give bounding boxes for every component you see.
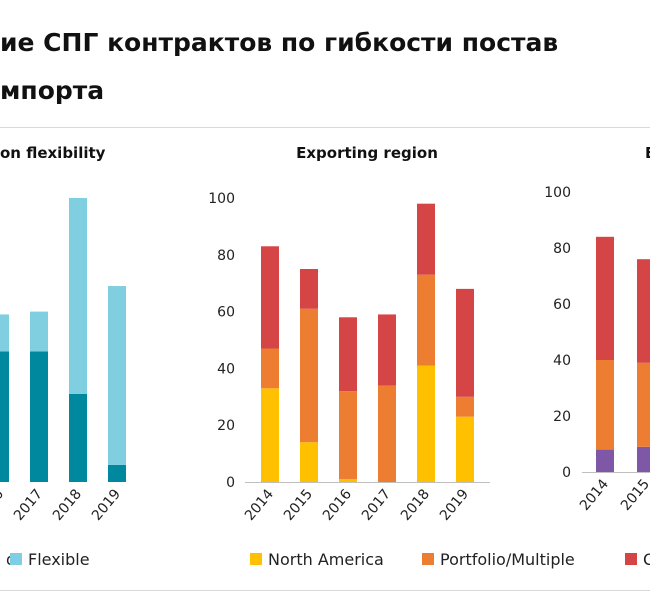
bar-segment [261, 246, 279, 349]
legend-swatch [625, 553, 637, 565]
x-tick-label: 16 [0, 486, 7, 510]
y-tick-label: 80 [217, 248, 235, 264]
panel-contract-flexibility: on flexibility16201720182019dFlexible [0, 144, 126, 569]
bar-segment [300, 308, 318, 443]
y-tick-label: 20 [217, 418, 235, 434]
bar-segment [69, 198, 87, 394]
title-block: ие СПГ контрактов по гибкости постав мпо… [0, 0, 650, 130]
bar-segment [300, 269, 318, 309]
x-tick-label: 2018 [398, 486, 433, 524]
bar-segment [339, 317, 357, 392]
x-tick-label: 2017 [11, 486, 46, 524]
bar-segment [378, 314, 396, 386]
legend-swatch [10, 553, 22, 565]
x-tick-label: 2015 [618, 476, 650, 514]
y-tick-label: 0 [226, 475, 235, 491]
legend-swatch [250, 553, 262, 565]
y-tick-label: 60 [217, 305, 235, 321]
bar-segment [417, 365, 435, 482]
panel-title: Exporting region [296, 144, 438, 162]
y-tick-label: 60 [553, 297, 571, 313]
y-tick-label: 100 [208, 191, 235, 207]
bar-segment [637, 259, 650, 363]
y-tick-label: 80 [553, 241, 571, 257]
page-title-line-1: ие СПГ контрактов по гибкости постав [0, 28, 559, 57]
bar-segment [596, 236, 614, 360]
bar-segment [417, 274, 435, 366]
bar-segment [456, 416, 474, 482]
bar-segment [30, 311, 48, 352]
y-tick-label: 100 [544, 185, 571, 201]
x-tick-label: 2014 [242, 486, 277, 524]
x-tick-label: 2015 [281, 486, 316, 524]
panel-title: on flexibility [0, 144, 106, 162]
bar-segment [261, 388, 279, 482]
x-tick-label: 2019 [89, 486, 124, 524]
bar-segment [30, 351, 48, 482]
legend-label: Portfolio/Multiple [440, 550, 575, 569]
y-tick-label: 20 [553, 409, 571, 425]
bar-segment [378, 385, 396, 482]
bar-segment [69, 393, 87, 482]
y-tick-label: 40 [217, 361, 235, 377]
legend-label: Flexible [28, 550, 90, 569]
charts-area: on flexibility16201720182019dFlexible Ex… [0, 144, 650, 569]
bar-segment [637, 446, 650, 472]
y-tick-label: 40 [553, 353, 571, 369]
bar-segment [108, 464, 126, 482]
bar-segment [339, 479, 357, 482]
bar-segment [596, 360, 614, 450]
bar-segment [261, 348, 279, 389]
bar-segment [300, 442, 318, 482]
x-tick-label: 2017 [359, 486, 394, 524]
bar-segment [596, 449, 614, 472]
bar-segment [0, 314, 9, 352]
y-tick-label: 0 [562, 465, 571, 481]
bar-segment [417, 203, 435, 275]
x-tick-label: 2019 [437, 486, 472, 524]
panel-title: E [645, 144, 650, 162]
x-tick-label: 2018 [50, 486, 85, 524]
bar-segment [456, 396, 474, 417]
bar-segment [108, 286, 126, 465]
x-tick-label: 2014 [577, 476, 612, 514]
page-title-line-2: мпорта [0, 76, 105, 105]
legend-swatch [422, 553, 434, 565]
bottom-divider [0, 590, 650, 591]
legend-label: O [643, 550, 650, 569]
title-divider [0, 127, 650, 128]
x-tick-label: 2016 [320, 486, 355, 524]
bar-segment [339, 391, 357, 480]
legend-label: North America [268, 550, 384, 569]
bar-segment [0, 351, 9, 482]
bar-segment [456, 288, 474, 397]
bar-segment [637, 362, 650, 447]
